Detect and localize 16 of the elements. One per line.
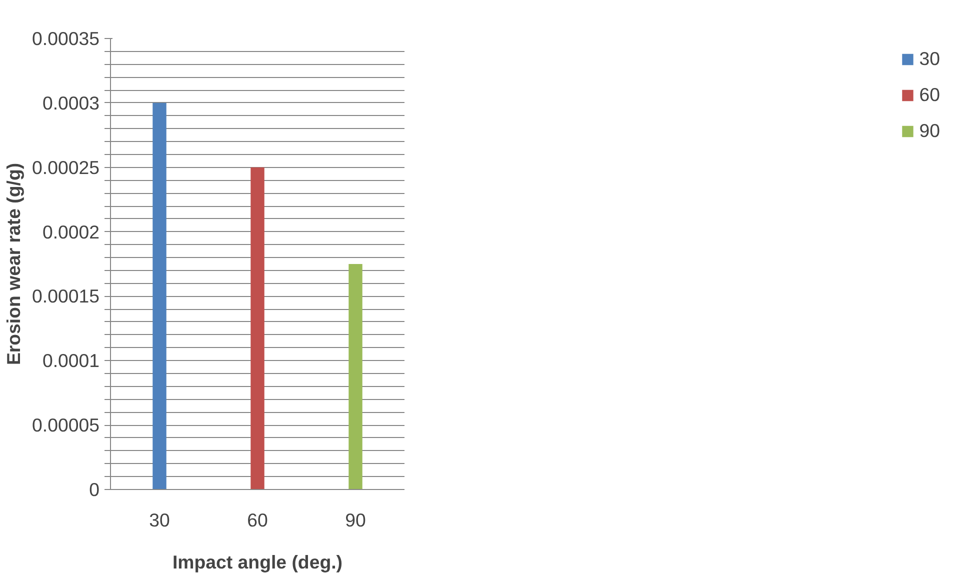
x-tick-label: 60 [247, 510, 268, 530]
x-tick-label: 90 [345, 510, 366, 530]
y-tick-label: 0.00025 [32, 156, 100, 178]
y-tick-label: 0.0002 [42, 221, 100, 242]
legend-label: 60 [919, 84, 940, 106]
legend-label: 90 [919, 120, 940, 142]
x-axis-title: Impact angle (deg.) [172, 552, 343, 572]
y-tick-label: 0.00035 [32, 28, 100, 49]
y-tick-label: 0.0003 [42, 92, 100, 114]
y-tick-label: 0.00005 [32, 414, 100, 436]
y-tick-label: 0.00015 [32, 286, 100, 307]
y-tick-label: 0.0001 [42, 350, 100, 372]
y-axis-title: Erosion wear rate (g/g) [3, 162, 24, 366]
legend-label: 30 [919, 48, 940, 70]
x-tick-label: 30 [149, 510, 170, 530]
y-tick-label: 0 [89, 479, 100, 500]
